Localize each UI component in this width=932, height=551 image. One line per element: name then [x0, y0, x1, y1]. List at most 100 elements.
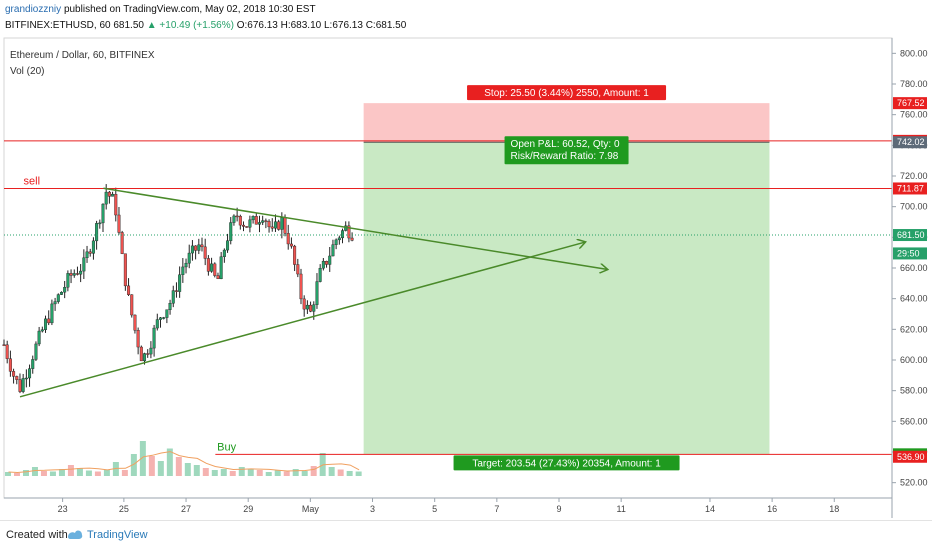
y-tick-label: 600.00 [900, 355, 928, 365]
candle-body [63, 287, 67, 293]
candle-body [347, 225, 351, 239]
candle-body [15, 376, 19, 380]
candle-body [328, 255, 332, 265]
axis-price-box [893, 136, 927, 149]
candle-body [305, 304, 309, 310]
candle-body [114, 193, 118, 216]
volume-bar [121, 470, 128, 476]
volume-bar [103, 469, 110, 476]
candle-body [248, 219, 252, 228]
y-tick-label: 620.00 [900, 324, 928, 334]
candle-body [232, 215, 236, 223]
candle-body [312, 304, 316, 312]
candle-body [123, 253, 127, 287]
volume-bar [265, 472, 272, 476]
candle-body [120, 232, 124, 254]
volume-bar [247, 468, 254, 476]
x-tick-label: 23 [58, 504, 68, 514]
pane-title: Ethereum / Dollar, 60, BITFINEX [10, 50, 155, 61]
candle-body [117, 214, 121, 233]
ohlc-values: O:676.13 H:683.10 L:676.13 C:681.50 [236, 20, 407, 31]
pnl-label-2: Risk/Reward Ratio: 7.98 [511, 151, 619, 162]
candle-body [264, 220, 268, 222]
candle-body [168, 303, 172, 310]
tradingview-logo-icon [68, 530, 83, 539]
price-change: +10.49 (+1.56%) [159, 20, 234, 31]
candle-body [85, 251, 89, 259]
candle-body [72, 273, 76, 276]
x-tick-label: May [302, 504, 320, 514]
volume-bar [184, 463, 191, 476]
candle-body [111, 193, 115, 197]
candle-body [210, 263, 214, 272]
candle-body [242, 224, 246, 227]
candle-body [296, 264, 300, 275]
y-tick-label: 720.00 [900, 171, 928, 181]
candle-body [206, 258, 210, 272]
indicator-label[interactable]: Vol (20) [10, 66, 45, 77]
candle-body [18, 379, 22, 392]
x-tick-label: 16 [767, 504, 777, 514]
y-tick-label: 520.00 [900, 478, 928, 488]
candle-body [2, 344, 6, 346]
volume-bar [148, 456, 155, 476]
sell-line-label: sell [24, 175, 41, 187]
stop-label: Stop: 25.50 (3.44%) 2550, Amount: 1 [484, 88, 649, 99]
candle-body [254, 216, 258, 225]
price-chart[interactable]: sell Buy Stop: 25.50 (3.44%) 2550, Amount… [0, 36, 932, 520]
y-tick-label: 640.00 [900, 294, 928, 304]
candle-body [174, 290, 178, 292]
axis-price-label: 536.90 [897, 452, 925, 462]
candle-body [91, 240, 95, 254]
tradingview-brand[interactable]: TradingView [87, 529, 148, 541]
axis-price-box [893, 450, 927, 463]
candle-body [104, 191, 108, 205]
volume-bar [346, 471, 353, 476]
candle-body [286, 233, 290, 245]
candle-body [315, 281, 319, 305]
candle-body [8, 358, 12, 372]
candle-body [331, 244, 335, 257]
candle-body [293, 245, 297, 265]
candle-body [181, 266, 185, 275]
candle-body [203, 246, 207, 259]
candle-body [283, 217, 287, 234]
candle-body [216, 275, 220, 280]
volume-bar [13, 473, 20, 476]
x-tick-label: 25 [119, 504, 129, 514]
y-tick-label: 700.00 [900, 202, 928, 212]
axis-price-box [893, 229, 927, 242]
trendline [103, 187, 607, 269]
volume-bar [319, 453, 326, 476]
author-link[interactable]: grandiozzniy [5, 4, 62, 15]
y-tick-label: 580.00 [900, 386, 928, 396]
x-tick-label: 7 [494, 504, 499, 514]
volume-bar [76, 468, 83, 476]
volume-bar [58, 469, 65, 476]
x-tick-label: 11 [616, 504, 625, 514]
candle-body [40, 329, 44, 332]
candle-body [187, 252, 191, 264]
axis-price-label: 681.50 [897, 230, 925, 240]
candle-body [213, 263, 217, 276]
volume-bar [166, 448, 173, 476]
candle-body [50, 303, 54, 324]
volume-bar [31, 467, 38, 476]
candle-body [289, 243, 293, 247]
candle-body [350, 237, 354, 241]
candle-body [337, 237, 341, 241]
candle-body [21, 378, 25, 392]
volume-bar [355, 471, 362, 476]
candle-body [69, 273, 73, 276]
candle-body [31, 359, 35, 369]
volume-bar [202, 468, 209, 476]
candle-body [309, 304, 313, 312]
created-with-text: Created with [6, 529, 68, 541]
y-tick-label: 780.00 [900, 79, 928, 89]
candle-body [82, 257, 86, 272]
volume-bar [229, 471, 236, 476]
volume-bar [337, 469, 344, 476]
candle-body [44, 318, 48, 330]
pnl-label-1: Open P&L: 60.52, Qty: 0 [511, 139, 620, 150]
candle-body [59, 291, 63, 295]
